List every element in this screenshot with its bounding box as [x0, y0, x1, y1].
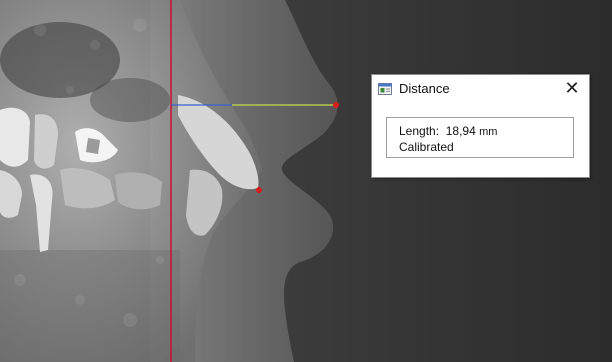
close-icon[interactable]: ✕: [564, 78, 580, 98]
length-label: Length:: [399, 124, 440, 138]
distance-dialog[interactable]: Distance ✕ Length: 18,94 mm Calibrated: [371, 74, 590, 178]
measurement-endpoint-lip[interactable]: [333, 102, 339, 108]
length-unit: mm: [479, 126, 498, 138]
measure-window-icon: [378, 83, 392, 95]
measurement-endpoint-incisor[interactable]: [256, 187, 262, 193]
length-readout: Length: 18,94 mm: [399, 124, 497, 138]
measurement-result-box: Length: 18,94 mm Calibrated: [386, 117, 574, 158]
dialog-title: Distance: [399, 81, 450, 96]
dialog-title-bar[interactable]: Distance ✕: [372, 75, 589, 103]
length-value: 18,94: [445, 124, 476, 138]
calibration-status: Calibrated: [399, 140, 454, 154]
